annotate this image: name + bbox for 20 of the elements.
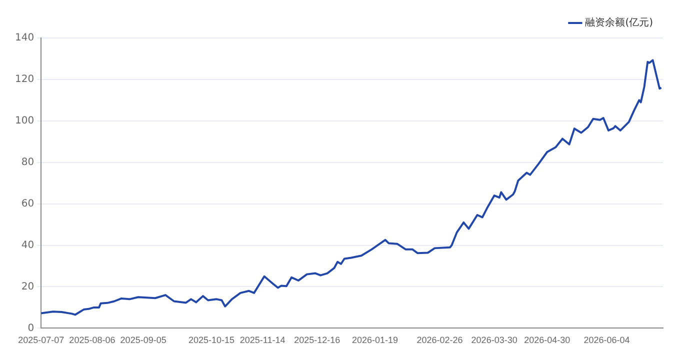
y-tick-label: 120 [14,74,34,86]
y-tick-label: 140 [14,32,34,44]
y-tick-label: 80 [21,156,34,168]
x-tick-label: 2026-01-19 [352,335,398,346]
x-tick-label: 2025-08-06 [69,335,116,346]
y-tick-label: 20 [21,281,34,292]
x-tick-label: 2025-09-05 [120,335,166,346]
y-tick-label: 60 [21,198,34,210]
x-tick-label: 2026-04-30 [524,335,570,346]
y-tick-label: 0 [28,322,34,334]
x-tick-label: 2026-02-26 [416,335,463,346]
y-tick-label: 100 [14,116,34,127]
x-tick-label: 2025-10-15 [188,335,234,346]
x-tick-label: 2026-06-04 [584,335,630,346]
x-tick-label: 2025-07-07 [18,335,64,346]
x-tick-label: 2025-11-14 [240,335,286,346]
legend-label: 融资余额(亿元) [585,16,654,29]
y-tick-label: 40 [21,240,34,251]
x-tick-label: 2025-12-16 [294,335,340,346]
x-tick-label: 2026-03-30 [471,335,518,346]
